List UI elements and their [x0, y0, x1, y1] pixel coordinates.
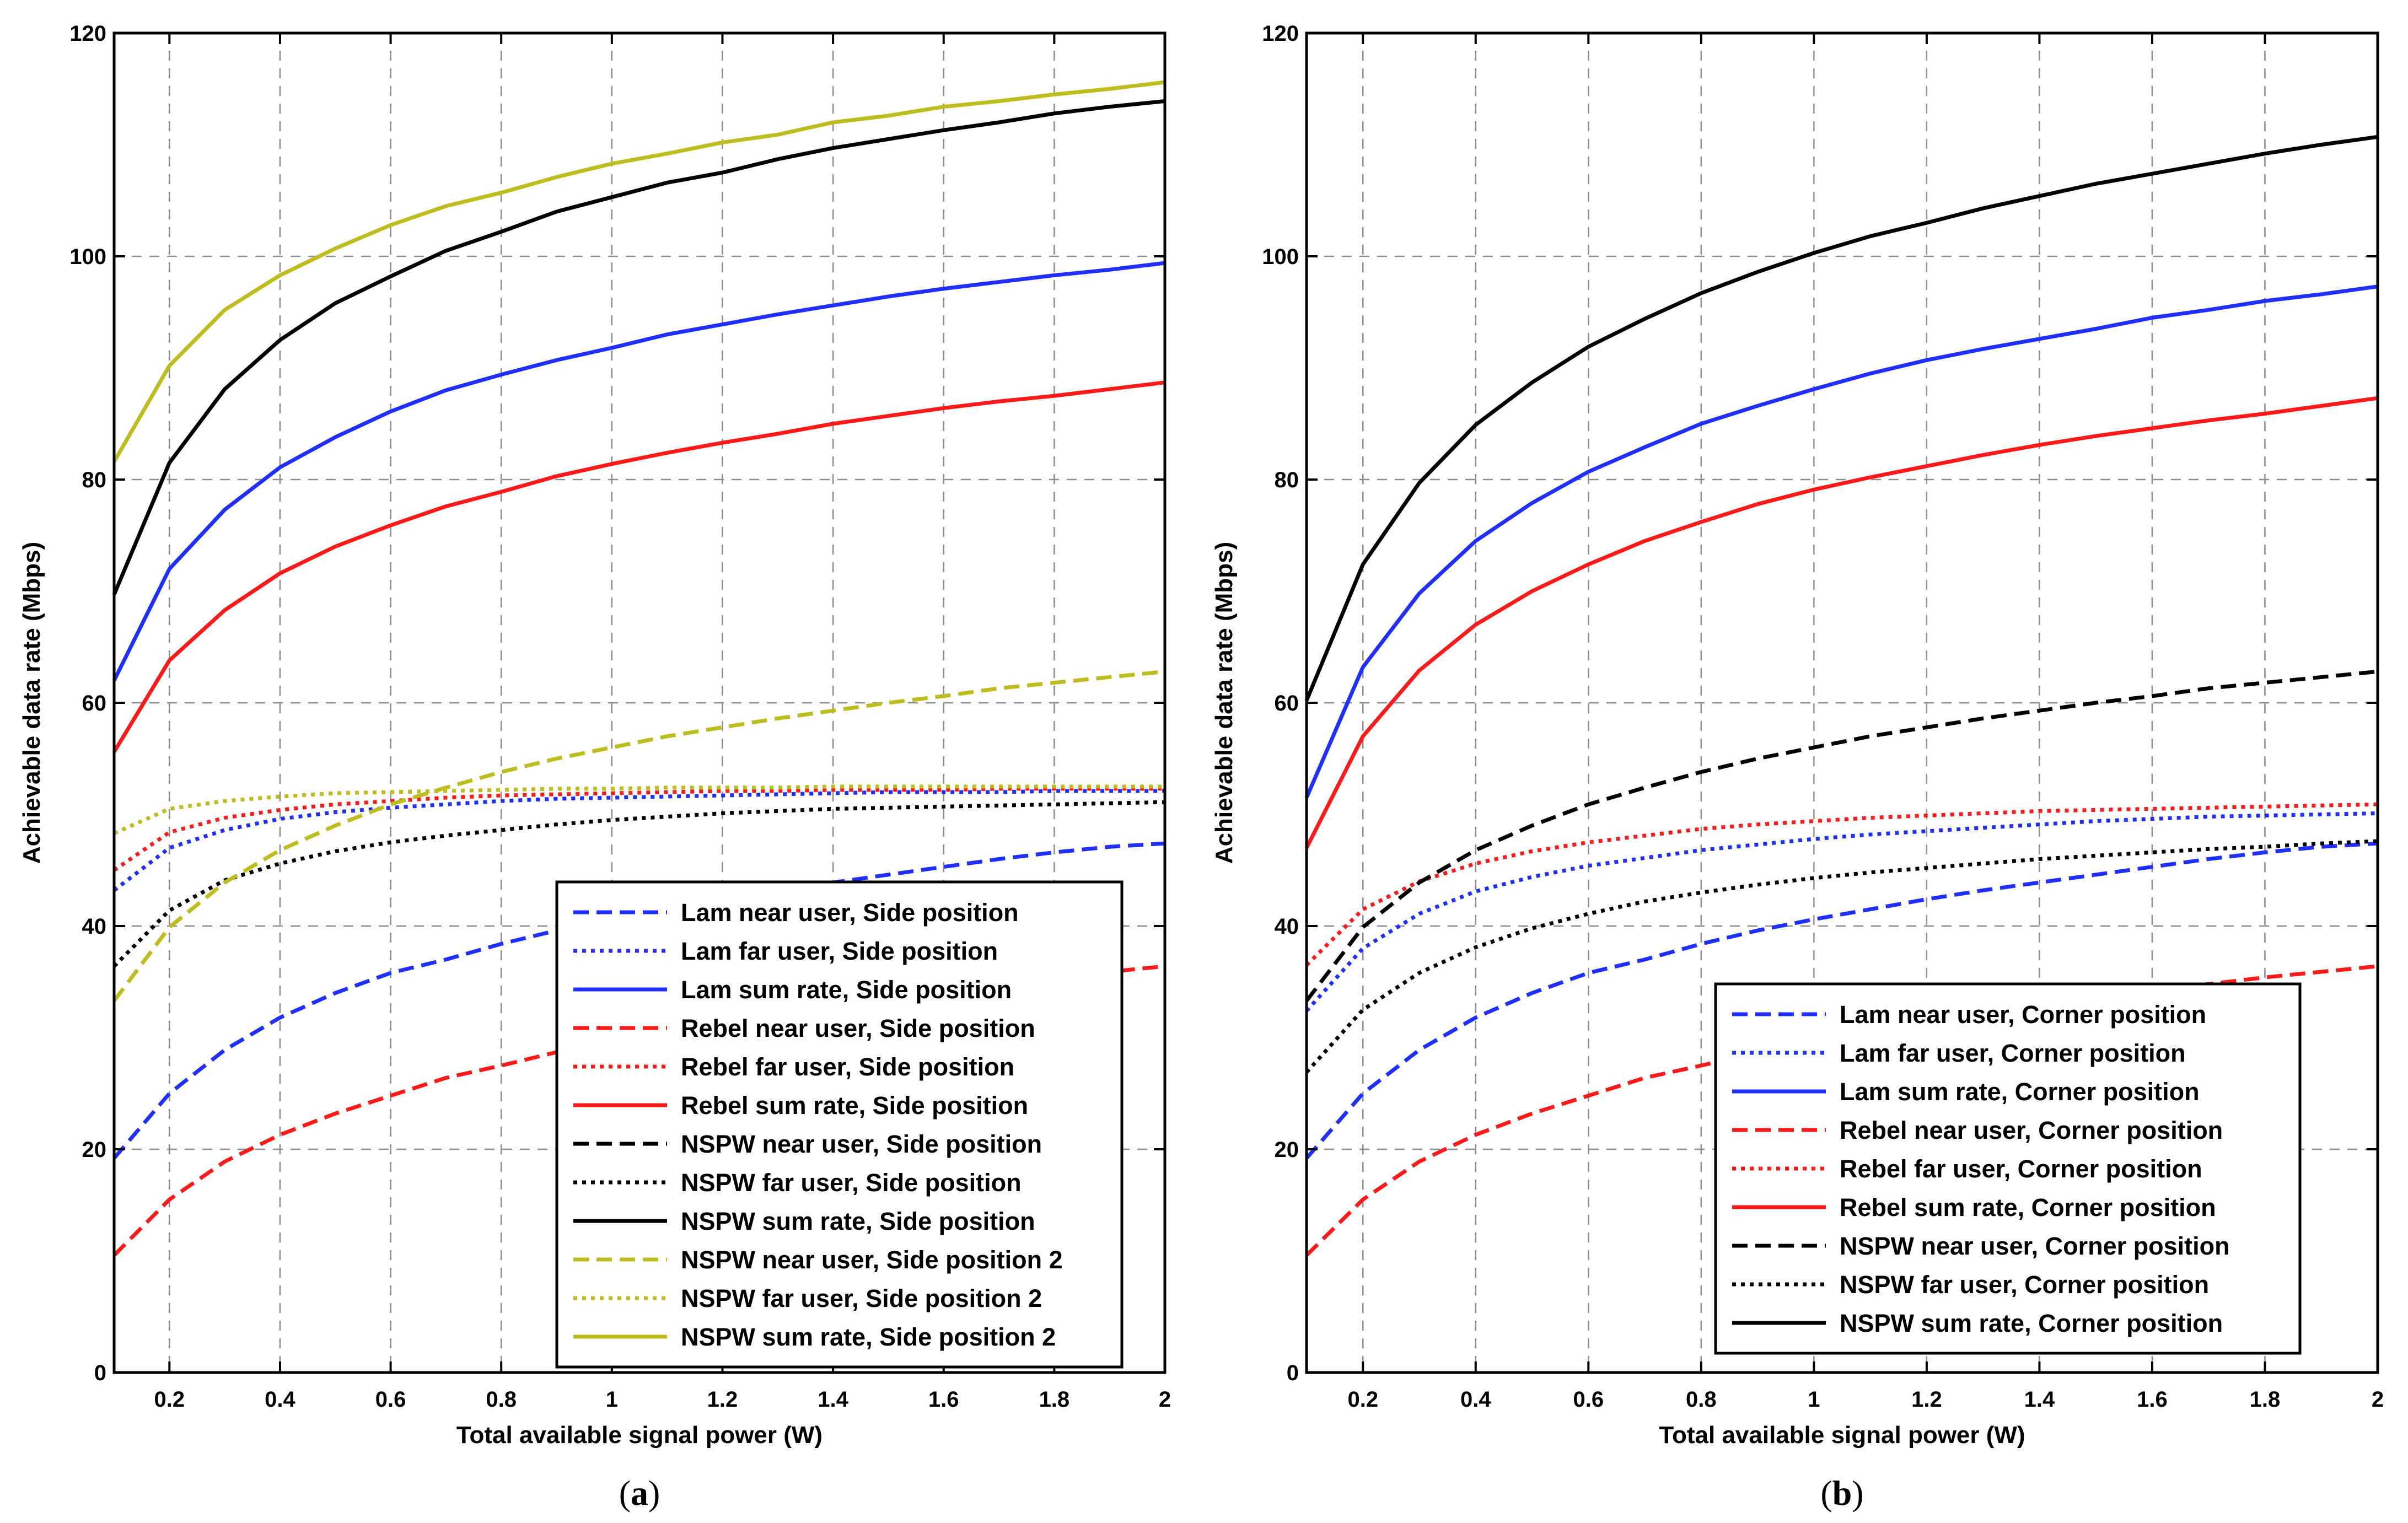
legend-entry: Rebel far user, Corner position [1840, 1155, 2202, 1183]
legend-entry: NSPW sum rate, Side position 2 [681, 1323, 1056, 1351]
legend-entry: NSPW far user, Side position [681, 1169, 1022, 1197]
x-tick-label: 1.8 [2250, 1387, 2281, 1412]
x-tick-label: 1.2 [1911, 1387, 1942, 1412]
y-tick-label: 80 [82, 468, 107, 492]
series-line [112, 669, 1165, 1002]
x-tick-label: 1.6 [928, 1387, 959, 1412]
x-tick-label: 1.6 [2137, 1387, 2168, 1412]
chart-panel-a: 0.2 0.4 0.6 0.8 1 1.2 1.4 1.6 1.8 202040608010012… [18, 21, 1171, 1513]
y-tick-label: 100 [69, 245, 106, 269]
series-line [112, 99, 1165, 595]
legend-entry: Rebel near user, Corner position [1840, 1116, 2223, 1144]
legend-entry: Rebel far user, Side position [681, 1053, 1014, 1081]
y-tick-label: 60 [82, 691, 107, 715]
series-lines [112, 80, 1165, 1257]
legend-entry: NSPW near user, Corner position [1840, 1232, 2230, 1260]
series-line [1305, 802, 2378, 967]
legend-entry: NSPW sum rate, Side position [681, 1207, 1035, 1235]
x-tick-label: 0.8 [1686, 1387, 1717, 1412]
legend-entry: Lam near user, Corner position [1840, 1000, 2206, 1029]
x-tick-label: 1.2 [707, 1387, 738, 1412]
series-line [112, 261, 1165, 682]
y-tick-label: 40 [1275, 914, 1299, 939]
y-tick-label: 40 [82, 914, 107, 939]
x-axis-label: Total available signal power (W) [1659, 1422, 2025, 1449]
axis-ticks: 0.2 0.4 0.6 0.8 1 1.2 1.4 1.6 1.8 202040608010012… [69, 21, 1171, 1412]
legend: Lam near user, Corner position Lam far us… [1714, 982, 2302, 1355]
series-line [112, 80, 1165, 463]
legend-entry: Rebel near user, Side position [681, 1014, 1035, 1042]
legend-entry: NSPW far user, Side position 2 [681, 1284, 1042, 1312]
x-axis-label: Total available signal power (W) [456, 1422, 823, 1449]
series-line [113, 787, 1165, 872]
axis-ticks: 0.2 0.4 0.6 0.8 1 1.2 1.4 1.6 1.8 202040608010012… [1262, 21, 2384, 1412]
series-line [113, 784, 1165, 836]
y-tick-label: 100 [1262, 245, 1299, 269]
y-tick-label: 120 [69, 21, 106, 46]
series-line [1305, 841, 2378, 1160]
x-tick-label: 1 [1808, 1387, 1820, 1412]
y-tick-label: 80 [1275, 468, 1299, 492]
legend-entry: NSPW far user, Corner position [1840, 1271, 2209, 1299]
y-tick-label: 0 [1287, 1361, 1299, 1385]
series-line [1305, 669, 2378, 1002]
x-tick-label: 1.4 [2024, 1387, 2055, 1412]
panel-caption: (b) [1820, 1473, 1863, 1513]
legend-entry: Rebel sum rate, Corner position [1840, 1193, 2216, 1221]
y-tick-label: 20 [82, 1138, 107, 1162]
x-tick-label: 1.8 [1039, 1387, 1070, 1412]
x-tick-label: 2 [2372, 1387, 2384, 1412]
series-line [1305, 839, 2378, 1074]
x-tick-label: 0.6 [1573, 1387, 1604, 1412]
y-tick-label: 60 [1275, 691, 1299, 715]
legend-entry: NSPW near user, Side position [681, 1130, 1042, 1158]
legend-box [555, 880, 1124, 1369]
series-line [112, 380, 1165, 753]
series-line [1304, 284, 2378, 799]
x-tick-label: 0.4 [265, 1387, 295, 1412]
legend-entry: Lam far user, Side position [681, 937, 998, 965]
y-axis-label: Achievable data rate (Mbps) [1211, 542, 1238, 864]
legend-entry: Lam sum rate, Corner position [1840, 1078, 2200, 1106]
x-tick-label: 0.6 [375, 1387, 406, 1412]
y-tick-label: 20 [1275, 1138, 1299, 1162]
legend-entry: Rebel sum rate, Side position [681, 1091, 1028, 1120]
x-tick-label: 0.2 [1347, 1387, 1378, 1412]
y-tick-label: 0 [94, 1361, 106, 1385]
legend-entry: NSPW near user, Side position 2 [681, 1246, 1063, 1274]
y-axis-label: Achievable data rate (Mbps) [18, 542, 45, 864]
series-line [1304, 396, 2378, 849]
legend-entry: Lam far user, Corner position [1840, 1039, 2186, 1067]
legend: Lam near user, Side position Lam far user… [555, 880, 1124, 1369]
x-tick-label: 0.8 [486, 1387, 517, 1412]
x-tick-label: 0.2 [154, 1387, 185, 1412]
chart-panel-b: 0.2 0.4 0.6 0.8 1 1.2 1.4 1.6 1.8 202040608010012… [1211, 21, 2384, 1513]
series-line [1305, 811, 2378, 1013]
x-tick-label: 1.4 [818, 1387, 848, 1412]
x-tick-label: 1 [606, 1387, 618, 1412]
legend-entry: Lam near user, Side position [681, 898, 1019, 927]
x-tick-label: 0.4 [1460, 1387, 1491, 1412]
panel-caption: (a) [619, 1473, 660, 1513]
legend-entry: Lam sum rate, Side position [681, 976, 1012, 1004]
x-tick-label: 2 [1159, 1387, 1171, 1412]
legend-entry: NSPW sum rate, Corner position [1840, 1309, 2223, 1337]
y-tick-label: 120 [1262, 21, 1299, 46]
series-line [1304, 134, 2378, 702]
